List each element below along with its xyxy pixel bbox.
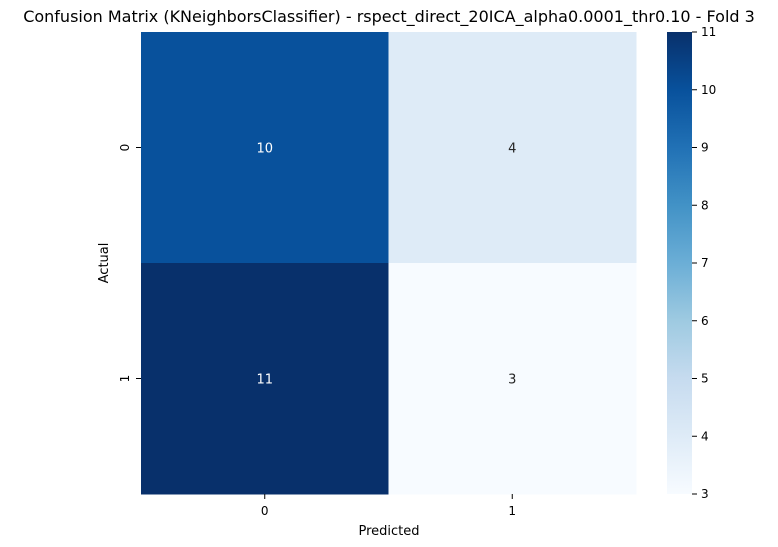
colorbar-tick-label: 4 [701,429,709,443]
chart-title: Confusion Matrix (KNeighborsClassifier) … [23,7,755,27]
colorbar-tick-label: 9 [701,141,709,155]
y-tick-label: 1 [118,375,132,383]
cell-value-label: 4 [508,142,516,157]
x-tick-label: 1 [508,504,516,518]
y-axis-label: Actual [97,243,112,284]
y-axis-ticks: 01 [118,144,141,383]
x-tick-label: 0 [261,504,269,518]
colorbar-tick-label: 10 [701,83,716,97]
heatmap-cell [141,32,389,264]
colorbar-tick-label: 3 [701,487,709,501]
heatmap-cell [388,32,637,264]
colorbar-tick-label: 7 [701,256,709,270]
colorbar-ticks: 3 4 5 6 7 8 9 10 11 [692,25,716,501]
cell-value-label: 10 [256,142,273,157]
cell-value-label: 3 [508,373,516,388]
colorbar [667,32,692,494]
colorbar-tick-label: 6 [701,314,709,328]
cell-value-label: 11 [256,373,273,388]
heatmap-cells: 10 4 11 3 [141,32,637,495]
colorbar-tick-label: 8 [701,198,709,212]
colorbar-tick-label: 5 [701,372,709,386]
y-tick-label: 0 [118,144,132,152]
colorbar-tick-label: 11 [701,25,716,39]
heatmap-cell [388,263,637,495]
x-axis-label: Predicted [358,524,419,539]
heatmap-cell [141,263,389,495]
